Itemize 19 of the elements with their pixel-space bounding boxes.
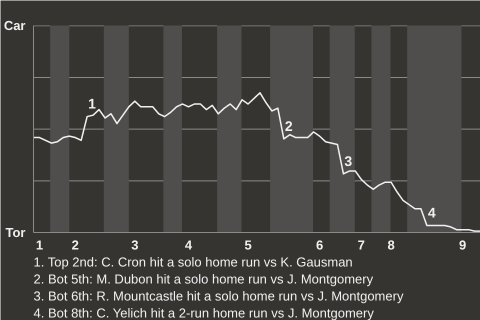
x-tick-label: 9: [459, 238, 466, 252]
x-tick-label: 1: [36, 238, 44, 252]
text: Tor: [6, 225, 26, 240]
x-tick-label: 4: [184, 238, 193, 252]
x-tick-label: 3: [131, 238, 138, 252]
text: Car: [4, 18, 26, 33]
annotation: 2: [284, 118, 293, 134]
text: 2. Bot 5th: M. Dubon hit a solo home run vs J. Montgomery: [34, 272, 374, 286]
x-tick-label: 8: [387, 238, 395, 252]
annotation: 3: [344, 152, 352, 169]
text: 4. Bot 8th: C. Yelich hit a 2-run home run vs J. Montgomery: [34, 306, 374, 320]
annotation: 1: [88, 96, 96, 112]
x-tick-label: 7: [358, 238, 365, 252]
x-tick-label: 5: [244, 238, 252, 252]
x-tick-label: 6: [316, 238, 324, 252]
x-tick-label: 2: [72, 238, 79, 252]
annotation: 4: [428, 204, 436, 221]
text: 3. Bot 6th: R. Mountcastle hit a solo home run vs J. Montgomery: [34, 288, 404, 304]
text: 1. Top 2nd: C. Cron hit a solo home run vs K. Gausman: [34, 254, 353, 270]
